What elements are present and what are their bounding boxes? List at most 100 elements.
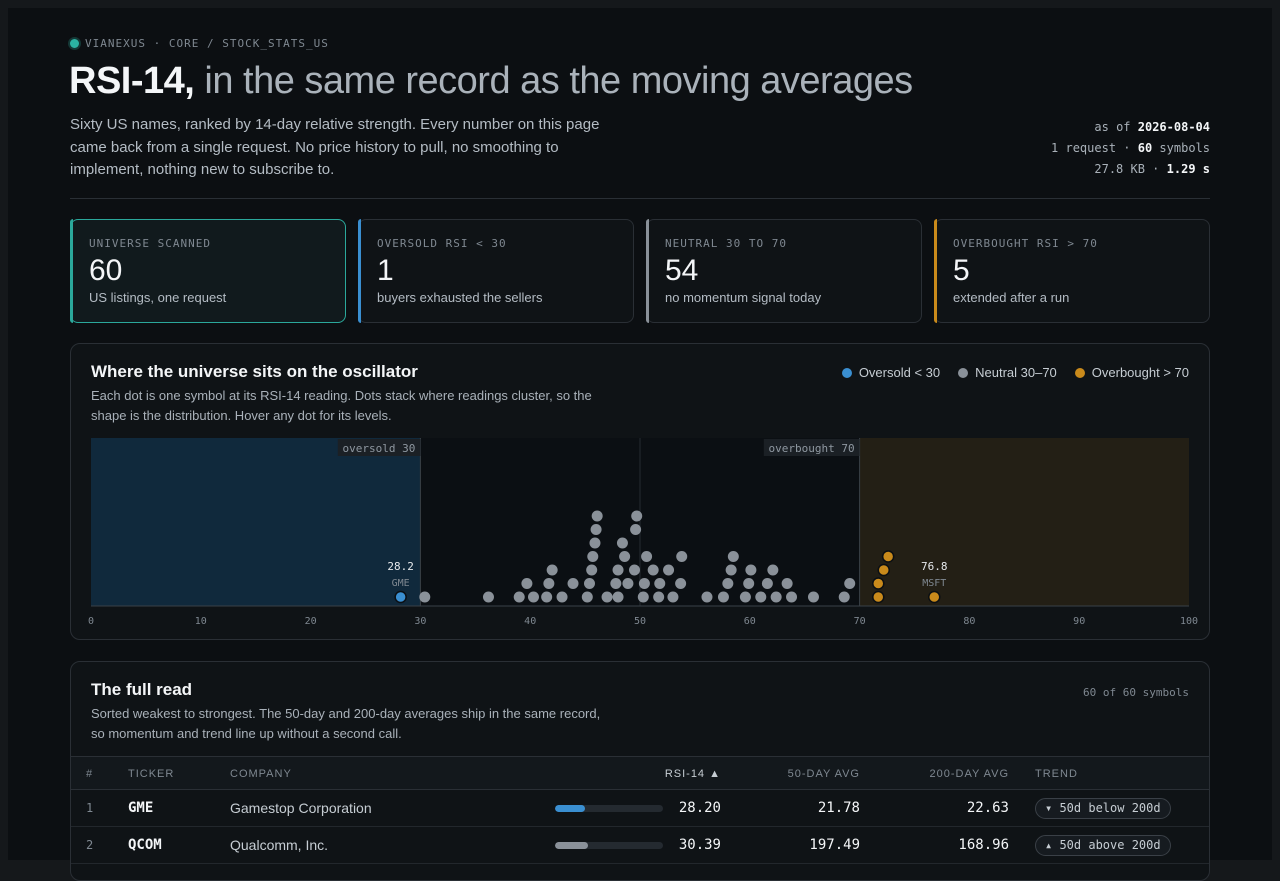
symbol-dot[interactable] bbox=[616, 537, 628, 549]
symbol-dot[interactable] bbox=[610, 578, 622, 589]
symbol-dot[interactable] bbox=[482, 591, 494, 603]
symbol-dot[interactable] bbox=[630, 524, 642, 535]
symbol-dot[interactable] bbox=[419, 591, 431, 603]
annotation-ticker: GME bbox=[392, 578, 410, 589]
symbol-dot[interactable] bbox=[701, 591, 713, 603]
symbol-dot[interactable] bbox=[631, 510, 643, 522]
symbol-dot[interactable] bbox=[761, 578, 773, 589]
col-ticker[interactable]: TICKER bbox=[128, 768, 175, 780]
symbol-dot[interactable] bbox=[619, 551, 631, 562]
symbol-dot[interactable] bbox=[838, 591, 850, 603]
stat-card-neutral[interactable]: NEUTRAL 30 TO 70 54 no momentum signal t… bbox=[646, 219, 922, 323]
col-ma200[interactable]: 200-DAY AVG bbox=[929, 768, 1009, 780]
stat-card-overbought[interactable]: OVERBOUGHT RSI > 70 5 extended after a r… bbox=[934, 219, 1210, 323]
symbol-dot[interactable] bbox=[722, 578, 734, 589]
oversold-zone bbox=[91, 438, 421, 606]
col-rsi-sorted[interactable]: RSI-14 ▲ bbox=[664, 768, 721, 780]
response-time: 1.29 s bbox=[1166, 162, 1210, 176]
symbol-dot[interactable] bbox=[521, 578, 533, 589]
trend-badge: ▾ 50d below 200d bbox=[1035, 798, 1171, 819]
symbol-dot[interactable] bbox=[745, 564, 757, 576]
page-title-strong: RSI-14, bbox=[69, 60, 195, 102]
symbol-dot[interactable] bbox=[881, 550, 895, 563]
symbol-dot[interactable] bbox=[807, 591, 819, 603]
stat-value: 60 bbox=[89, 254, 123, 287]
col-trend[interactable]: TREND bbox=[1035, 768, 1078, 780]
page-lede: Sixty US names, ranked by 14-day relativ… bbox=[70, 116, 600, 178]
symbol-dot[interactable] bbox=[725, 564, 737, 576]
symbol-dot[interactable] bbox=[581, 591, 593, 603]
symbol-dot[interactable] bbox=[541, 591, 553, 603]
col-company[interactable]: COMPANY bbox=[230, 768, 292, 780]
symbol-dot[interactable] bbox=[872, 590, 885, 604]
symbol-dot[interactable] bbox=[612, 591, 624, 603]
stat-card-universe[interactable]: UNIVERSE SCANNED 60 US listings, one req… bbox=[70, 219, 346, 323]
symbol-dot[interactable] bbox=[587, 551, 599, 562]
symbol-dot[interactable] bbox=[629, 564, 641, 576]
symbol-dot[interactable] bbox=[546, 564, 558, 576]
row-rsi: 28.20 bbox=[678, 800, 721, 816]
symbol-dot[interactable] bbox=[638, 578, 650, 589]
symbol-dot[interactable] bbox=[727, 551, 739, 562]
x-tick-label: 20 bbox=[305, 616, 317, 627]
as-of-date: 2026-08-04 bbox=[1137, 120, 1210, 134]
page-title: RSI-14, in the same record as the moving… bbox=[69, 60, 913, 103]
as-of-label: as of bbox=[1094, 120, 1131, 134]
row-ma200: 168.96 bbox=[958, 837, 1009, 853]
symbol-dot[interactable] bbox=[590, 524, 602, 535]
stat-sub: buyers exhausted the sellers bbox=[377, 290, 543, 305]
table-row[interactable]: 1 GME Gamestop Corporation 28.20 21.78 2… bbox=[71, 790, 1209, 827]
symbol-dot[interactable] bbox=[743, 578, 755, 589]
symbol-dot[interactable] bbox=[667, 591, 679, 603]
symbol-dot[interactable] bbox=[647, 564, 659, 576]
legend-oversold: Oversold < 30 bbox=[841, 365, 940, 380]
symbol-dot[interactable] bbox=[622, 578, 634, 589]
row-ticker: GME bbox=[128, 800, 154, 816]
symbol-dot[interactable] bbox=[591, 510, 603, 522]
symbol-dot[interactable] bbox=[612, 564, 624, 576]
col-num: # bbox=[86, 768, 94, 780]
symbol-dot[interactable] bbox=[928, 590, 941, 604]
symbol-dot[interactable] bbox=[739, 591, 751, 603]
symbol-dot[interactable] bbox=[872, 577, 885, 590]
symbol-dot[interactable] bbox=[676, 551, 688, 562]
symbol-dot[interactable] bbox=[653, 591, 665, 603]
symbol-dot[interactable] bbox=[586, 564, 598, 576]
symbol-dot[interactable] bbox=[675, 578, 687, 589]
symbol-dot[interactable] bbox=[663, 564, 675, 576]
symbol-dot[interactable] bbox=[641, 551, 653, 562]
symbol-dot[interactable] bbox=[583, 578, 595, 589]
stat-value: 5 bbox=[953, 254, 970, 287]
symbol-dot[interactable] bbox=[567, 578, 579, 589]
legend-overbought: Overbought > 70 bbox=[1074, 365, 1189, 380]
x-tick-label: 80 bbox=[963, 616, 975, 627]
oscillator-panel: Where the universe sits on the oscillato… bbox=[70, 343, 1210, 640]
symbol-dot[interactable] bbox=[755, 591, 767, 603]
rsi-bar bbox=[555, 805, 663, 812]
symbol-dot[interactable] bbox=[589, 537, 601, 549]
symbol-dot[interactable] bbox=[770, 591, 782, 603]
symbol-dot[interactable] bbox=[601, 591, 613, 603]
stat-label: OVERBOUGHT RSI > 70 bbox=[953, 237, 1098, 250]
symbol-dot[interactable] bbox=[781, 578, 793, 589]
legend-neutral-label: Neutral 30–70 bbox=[975, 365, 1057, 380]
symbol-dot[interactable] bbox=[543, 578, 555, 589]
table-row[interactable]: 2 QCOM Qualcomm, Inc. 30.39 197.49 168.9… bbox=[71, 827, 1209, 864]
x-tick-label: 90 bbox=[1073, 616, 1085, 627]
symbol-dot[interactable] bbox=[637, 591, 649, 603]
symbol-dot[interactable] bbox=[844, 578, 856, 589]
symbol-dot[interactable] bbox=[513, 591, 525, 603]
symbol-dot[interactable] bbox=[877, 563, 891, 577]
col-ma50[interactable]: 50-DAY AVG bbox=[787, 768, 860, 780]
annotation-ticker: MSFT bbox=[922, 578, 946, 589]
symbol-dot[interactable] bbox=[556, 591, 568, 603]
symbol-dot[interactable] bbox=[654, 578, 666, 589]
symbol-dot[interactable] bbox=[786, 591, 798, 603]
symbol-dot[interactable] bbox=[527, 591, 539, 603]
symbol-dot[interactable] bbox=[767, 564, 779, 576]
symbol-dot[interactable] bbox=[717, 591, 729, 603]
row-ma200: 22.63 bbox=[966, 800, 1009, 816]
stat-card-oversold[interactable]: OVERSOLD RSI < 30 1 buyers exhausted the… bbox=[358, 219, 634, 323]
symbol-dot[interactable] bbox=[394, 590, 407, 604]
oscillator-title: Where the universe sits on the oscillato… bbox=[91, 362, 418, 381]
